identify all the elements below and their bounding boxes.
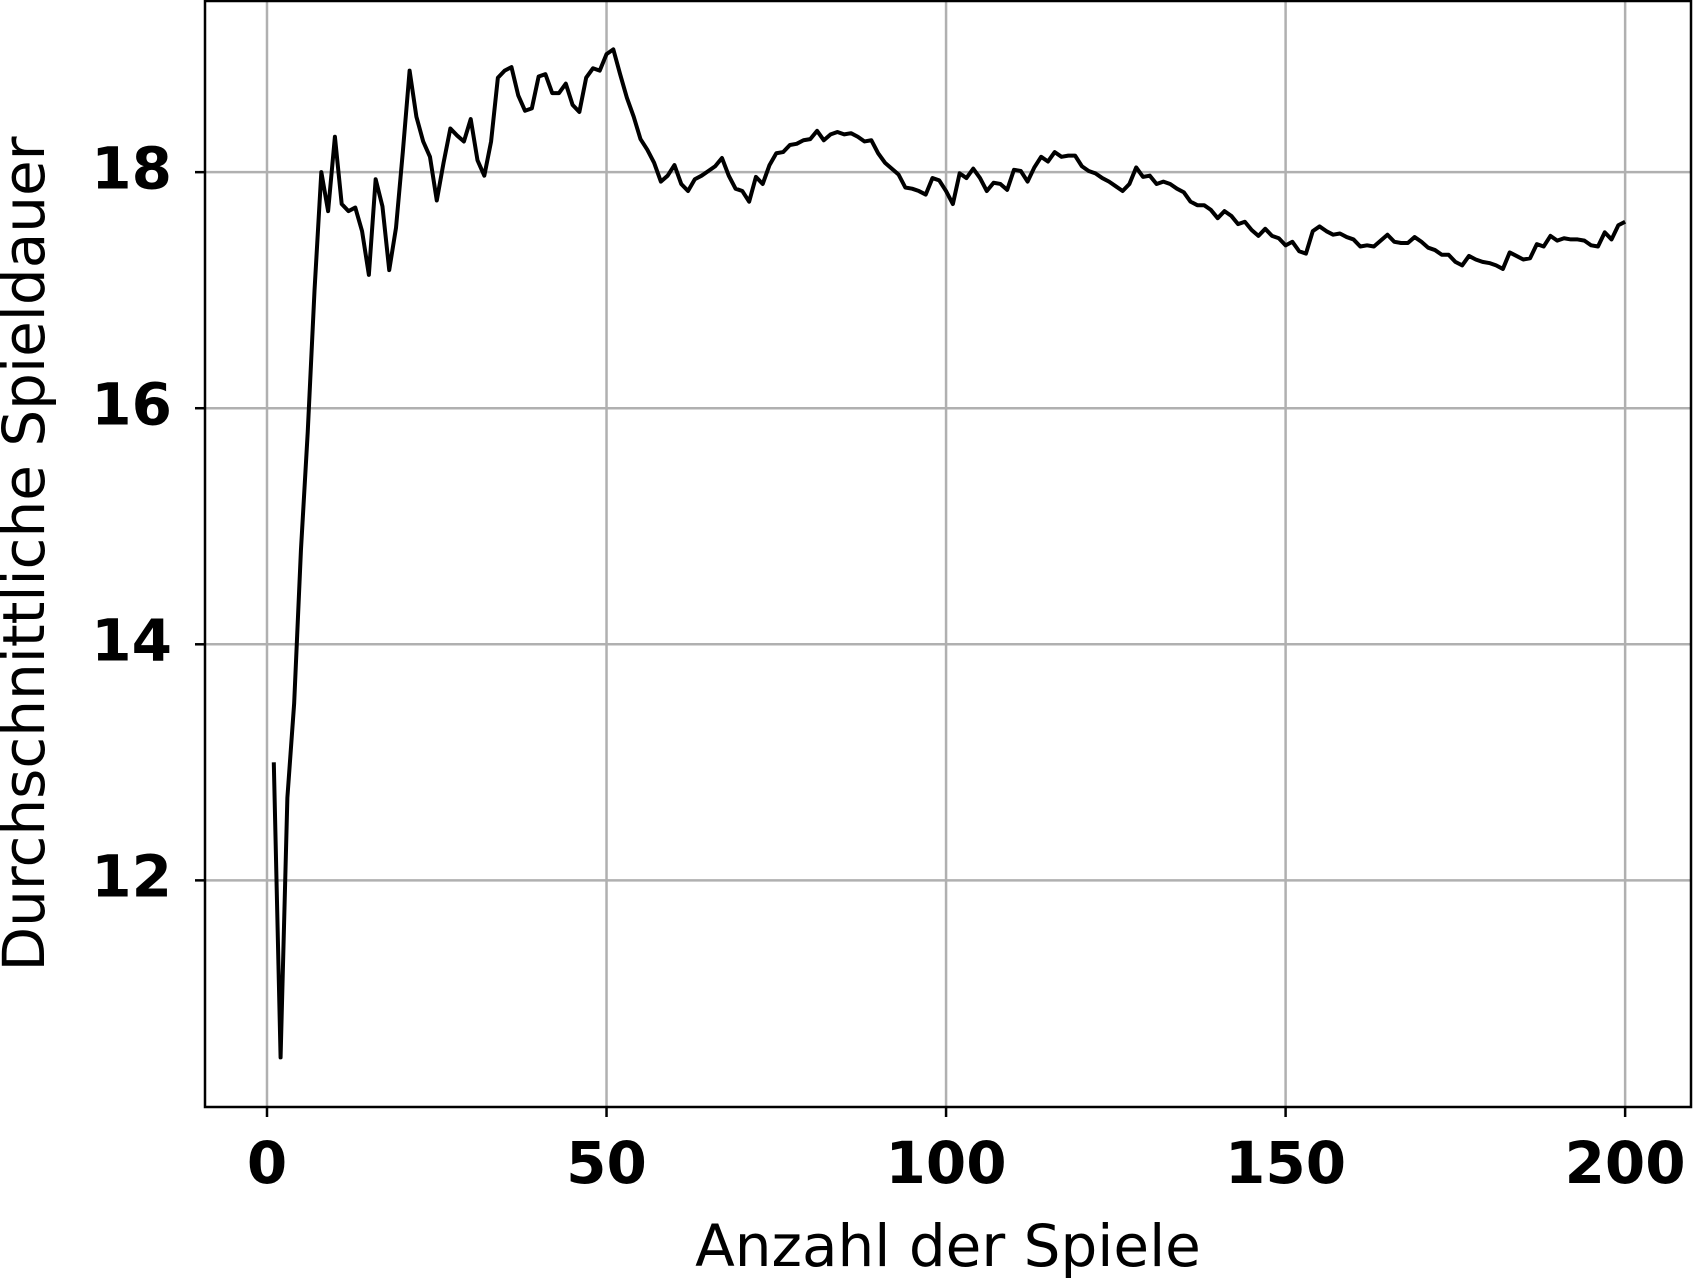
y-axis-label: Durchschnittliche Spieldauer xyxy=(0,136,58,971)
x-tick-label: 200 xyxy=(1565,1129,1686,1197)
y-tick-label: 18 xyxy=(91,134,172,202)
x-axis-label: Anzahl der Spiele xyxy=(695,1212,1201,1280)
y-tick-label: 12 xyxy=(91,842,172,910)
x-tick-label: 100 xyxy=(886,1129,1007,1197)
y-tick-label: 14 xyxy=(91,606,172,674)
data-line xyxy=(271,47,1627,1060)
plot-frame xyxy=(203,0,1693,1109)
x-tick-label: 50 xyxy=(566,1129,647,1197)
y-tick-label: 16 xyxy=(91,370,172,438)
x-tick-label: 0 xyxy=(247,1129,287,1197)
x-tick-label: 150 xyxy=(1225,1129,1346,1197)
